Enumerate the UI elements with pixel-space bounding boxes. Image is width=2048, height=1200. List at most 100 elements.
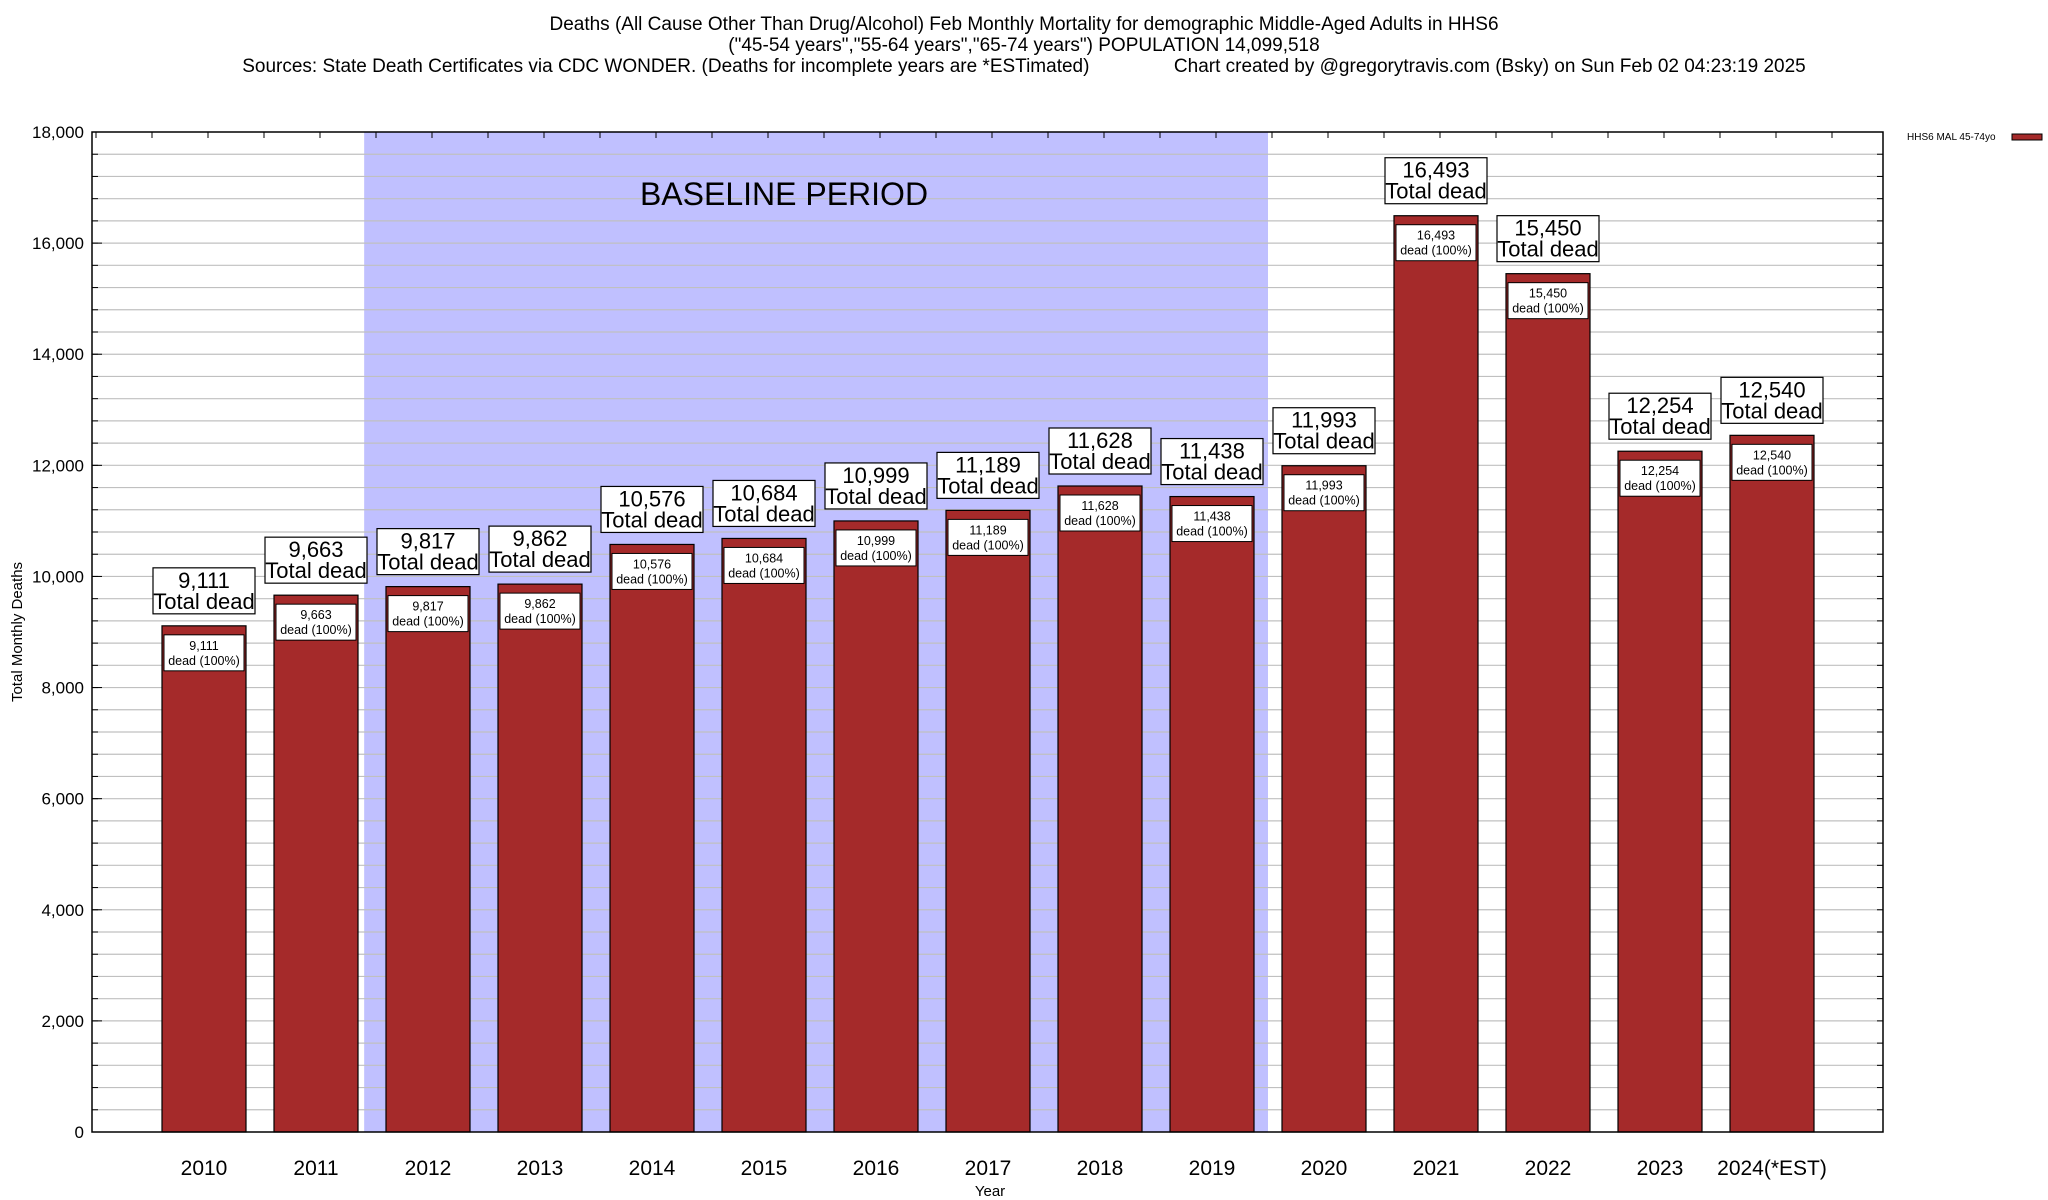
top-label-box	[376, 528, 480, 576]
top-label-suffix: Total dead	[1161, 460, 1263, 485]
top-label-box	[1720, 376, 1824, 424]
inner-label-box	[1171, 505, 1253, 543]
y-tick-label: 0	[75, 1123, 84, 1142]
inner-label-box	[1619, 459, 1701, 497]
inner-label-value: 9,862	[524, 597, 555, 611]
inner-label-suffix: dead (100%)	[504, 612, 576, 626]
top-label-box	[1608, 392, 1712, 440]
inner-label-box	[835, 529, 917, 567]
inner-label-value: 11,993	[1305, 479, 1342, 493]
top-label-value: 11,628	[1067, 428, 1133, 453]
top-label-box	[152, 567, 256, 615]
top-label-box	[1384, 157, 1488, 205]
top-label-box	[936, 451, 1040, 499]
top-label-value: 10,999	[842, 463, 909, 488]
inner-label-box	[611, 552, 693, 590]
top-label-box	[488, 525, 592, 573]
inner-label-value: 9,817	[412, 600, 443, 614]
top-label-suffix: Total dead	[1049, 449, 1151, 474]
inner-label-value: 15,450	[1529, 287, 1567, 301]
top-label-suffix: Total dead	[601, 507, 703, 532]
top-label-suffix: Total dead	[713, 501, 815, 526]
top-label-suffix: Total dead	[1721, 398, 1823, 423]
inner-label-suffix: dead (100%)	[952, 538, 1024, 552]
bar-2016	[833, 520, 919, 1133]
bar-2017	[945, 509, 1031, 1133]
y-tick-label: 18,000	[32, 123, 84, 142]
chart-title: Deaths (All Cause Other Than Drug/Alcoho…	[549, 14, 1499, 35]
top-label-value: 16,493	[1402, 158, 1469, 183]
top-label-suffix: Total dead	[153, 589, 255, 614]
bar-2020	[1281, 465, 1367, 1133]
top-label-box	[1272, 407, 1376, 455]
top-label-value: 9,663	[288, 537, 343, 562]
y-tick-label: 10,000	[32, 567, 84, 586]
y-tick-label: 6,000	[41, 790, 84, 809]
inner-label-box	[387, 595, 469, 633]
inner-label-box	[1507, 282, 1589, 320]
y-tick-label: 16,000	[32, 234, 84, 253]
top-label-box	[600, 485, 704, 534]
inner-label-suffix: dead (100%)	[616, 572, 688, 586]
x-tick-label: 2021	[1413, 1157, 1460, 1180]
baseline-period-label: BASELINE PERIOD	[640, 176, 928, 212]
bar-2015	[721, 537, 807, 1133]
inner-label-value: 9,663	[300, 608, 331, 622]
top-label-suffix: Total dead	[265, 558, 367, 583]
inner-label-value: 9,111	[189, 639, 218, 653]
inner-label-value: 12,540	[1753, 448, 1791, 462]
legend-swatch	[2011, 133, 2043, 141]
inner-label-suffix: dead (100%)	[1176, 525, 1248, 539]
x-tick-label: 2024(*EST)	[1717, 1157, 1827, 1180]
y-axis-title: Total Monthly Deaths	[9, 562, 26, 702]
sources-text: Sources: State Death Certificates via CD…	[242, 56, 1090, 77]
x-tick-label: 2014	[629, 1157, 676, 1180]
inner-label-suffix: dead (100%)	[1624, 479, 1696, 493]
x-axis-title: Year	[975, 1183, 1005, 1200]
bar-2019	[1169, 495, 1255, 1133]
top-label-suffix: Total dead	[1497, 237, 1599, 262]
inner-label-suffix: dead (100%)	[392, 615, 464, 629]
top-label-value: 12,540	[1738, 377, 1805, 402]
x-tick-label: 2011	[293, 1157, 338, 1180]
inner-label-value: 10,999	[857, 534, 895, 548]
top-label-value: 10,576	[618, 486, 685, 511]
top-label-box	[1496, 215, 1600, 263]
top-label-suffix: Total dead	[1385, 179, 1487, 204]
inner-label-value: 16,493	[1417, 229, 1455, 243]
inner-label-suffix: dead (100%)	[1736, 463, 1808, 477]
inner-label-suffix: dead (100%)	[1400, 244, 1472, 258]
inner-label-box	[1731, 443, 1813, 481]
y-tick-label: 14,000	[32, 345, 84, 364]
inner-label-box	[1059, 494, 1141, 532]
inner-label-box	[947, 518, 1029, 556]
bar-2014	[609, 543, 695, 1133]
chart-subtitle: ("45-54 years","55-64 years","65-74 year…	[728, 35, 1320, 56]
inner-label-box	[1283, 474, 1365, 512]
inner-label-value: 11,628	[1081, 499, 1118, 513]
inner-label-suffix: dead (100%)	[840, 549, 912, 563]
top-label-box	[824, 462, 928, 510]
top-label-value: 9,817	[400, 529, 455, 554]
x-tick-label: 2013	[517, 1157, 564, 1180]
bar-2023	[1617, 450, 1703, 1133]
top-label-value: 9,862	[512, 526, 567, 551]
top-label-suffix: Total dead	[1609, 414, 1711, 439]
top-label-value: 10,684	[730, 480, 797, 505]
top-label-value: 11,189	[955, 452, 1021, 477]
inner-label-box	[723, 546, 805, 584]
x-tick-label: 2016	[853, 1157, 900, 1180]
bar-2012	[385, 586, 471, 1133]
y-tick-label: 12,000	[32, 456, 84, 475]
bar-2018	[1057, 485, 1143, 1133]
inner-label-value: 10,576	[633, 557, 671, 571]
inner-label-box	[275, 603, 357, 641]
x-tick-label: 2012	[405, 1157, 452, 1180]
legend-label: HHS6 MAL 45-74yo	[1907, 132, 1996, 143]
top-label-suffix: Total dead	[377, 550, 479, 575]
inner-label-suffix: dead (100%)	[168, 654, 240, 668]
bar-2024(*EST)	[1729, 434, 1815, 1133]
x-tick-label: 2015	[741, 1157, 788, 1180]
inner-label-box	[499, 592, 581, 630]
top-label-value: 9,111	[178, 568, 230, 593]
